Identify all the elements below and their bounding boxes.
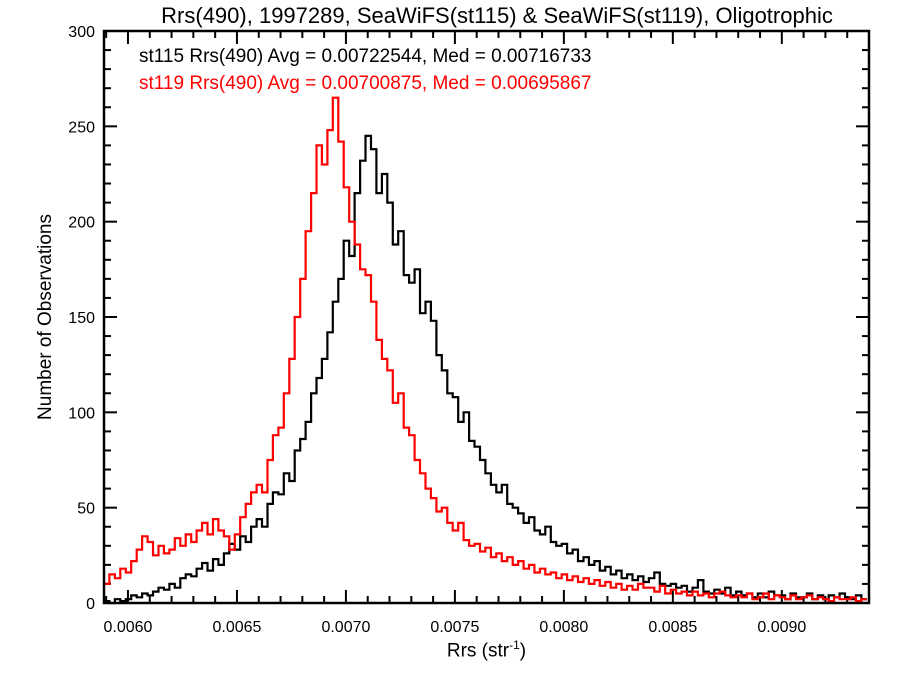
x-tick-label: 0.0075 [430, 619, 479, 636]
x-tick-label: 0.0080 [539, 619, 588, 636]
y-tick-label: 0 [86, 596, 95, 613]
legend-st115-text: st115 Rrs(490) Avg = 0.00722544, Med = 0… [139, 46, 592, 67]
y-tick-label: 100 [68, 405, 95, 422]
series-st119-histogram [104, 96, 867, 603]
y-axis-label: Number of Observations [35, 214, 56, 420]
x-tick-label: 0.0085 [648, 619, 697, 636]
x-tick-label: 0.0060 [104, 619, 153, 636]
y-tick-label: 300 [68, 24, 95, 41]
y-tick-label: 200 [68, 215, 95, 232]
legend-st119-text: st119 Rrs(490) Avg = 0.00700875, Med = 0… [139, 73, 592, 94]
series-st115-histogram [104, 134, 867, 605]
plot-frame [102, 29, 871, 605]
y-tick-label: 50 [77, 501, 95, 518]
x-tick-label: 0.0090 [757, 619, 806, 636]
y-tick-label: 150 [68, 310, 95, 327]
chart-title: Rrs(490), 1997289, SeaWiFS(st115) & SeaW… [161, 3, 833, 28]
x-tick-label: 0.0065 [212, 619, 261, 636]
x-axis-label: Rrs (str-1) [446, 638, 527, 662]
x-tick-label: 0.0070 [321, 619, 370, 636]
x-axis-label-superscript: -1 [509, 638, 520, 652]
y-tick-label: 250 [68, 119, 95, 136]
